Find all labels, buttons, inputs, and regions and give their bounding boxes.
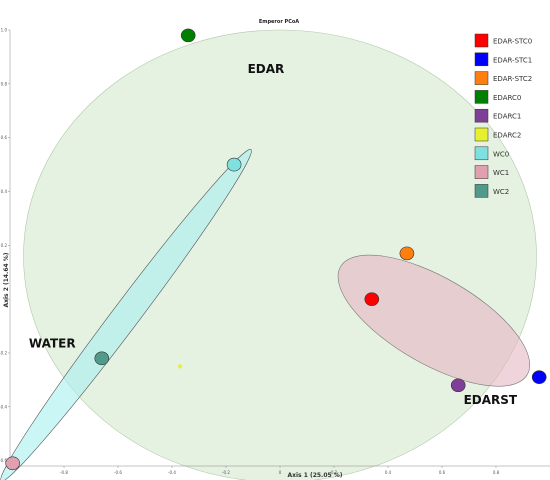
y-axis-title: Axis 2 (14.64 %) — [3, 252, 10, 307]
point-edar-stc1 — [531, 370, 547, 384]
legend-swatch — [474, 184, 489, 198]
x-tick-label: 0.6 — [439, 470, 446, 475]
group-label-edarst: EDARST — [464, 393, 518, 407]
legend-swatch — [474, 71, 489, 85]
legend-label: EDARC1 — [493, 113, 521, 121]
legend-swatch — [474, 90, 489, 104]
group-ellipses — [0, 29, 537, 480]
x-tick-label: 0.8 — [493, 470, 500, 475]
ellipse-edarst — [337, 254, 531, 387]
legend-label: WC0 — [493, 150, 509, 158]
x-tick-label: 0.4 — [385, 470, 392, 475]
point-edarc1 — [450, 378, 466, 393]
legend-swatch — [474, 127, 489, 142]
y-tick-label: 0 — [4, 297, 7, 302]
x-tick-label: -0.4 — [168, 470, 176, 475]
legend-swatch — [474, 33, 489, 48]
axes: -0.8-0.6-0.4-0.200.20.40.60.8 -0.6-0.4-0… — [0, 28, 550, 475]
legend-label: EDAR-STC0 — [493, 38, 532, 46]
x-tick-label: -0.6 — [114, 470, 122, 475]
ellipse-water — [0, 149, 252, 480]
legend-swatch — [474, 108, 489, 123]
group-label-edar: EDAR — [248, 62, 285, 76]
y-tick-label: 1.0 — [1, 28, 8, 33]
legend-label: WC1 — [493, 169, 509, 177]
point-edar-stc0 — [364, 292, 380, 306]
legend-swatch — [474, 52, 489, 67]
ellipse-edar — [23, 29, 537, 480]
chart-title: Emperor PCoA — [259, 19, 299, 25]
point-wc1 — [5, 456, 20, 471]
x-axis-title: Axis 1 (25.05 %) — [287, 472, 342, 479]
x-ticks: -0.8 -0.6 -0.4 -0.2 0 0.2 0.4 0.6 0.8 — [60, 466, 500, 475]
legend: EDAR-STC0 EDAR-STC1 EDAR-STC2 EDARC0 EDARC1 E… — [474, 33, 532, 198]
x-tick-label: 0.2 — [331, 470, 338, 475]
y-tick-label: -0.6 — [0, 458, 7, 463]
point-edarc0 — [180, 28, 196, 43]
x-tick-label: -0.2 — [222, 470, 230, 475]
legend-label: EDAR-STC1 — [493, 56, 532, 64]
x-tick-label: 0 — [279, 470, 282, 475]
group-label-water: WATER — [29, 337, 76, 351]
y-tick-label: 0.2 — [1, 243, 8, 248]
x-tick-label: -0.8 — [60, 470, 68, 475]
point-edar-stc2 — [399, 246, 415, 261]
legend-label: EDARC2 — [493, 132, 521, 140]
point-wc2 — [94, 351, 110, 366]
y-tick-label: -0.4 — [0, 404, 7, 409]
legend-label: EDARC0 — [493, 94, 521, 102]
legend-swatch — [474, 165, 489, 179]
legend-swatch — [474, 146, 489, 161]
point-edarc2 — [178, 364, 183, 369]
legend-label: EDAR-STC2 — [493, 75, 532, 83]
y-tick-label: -0.2 — [0, 350, 7, 355]
point-wc0 — [226, 157, 242, 172]
y-tick-label: 0.8 — [1, 81, 8, 86]
y-tick-label: 0.6 — [1, 135, 8, 140]
group-labels: EDAR WATER EDARST — [29, 62, 518, 407]
legend-label: WC2 — [493, 188, 509, 196]
y-tick-label: 0.4 — [1, 189, 8, 194]
data-points — [5, 28, 547, 471]
